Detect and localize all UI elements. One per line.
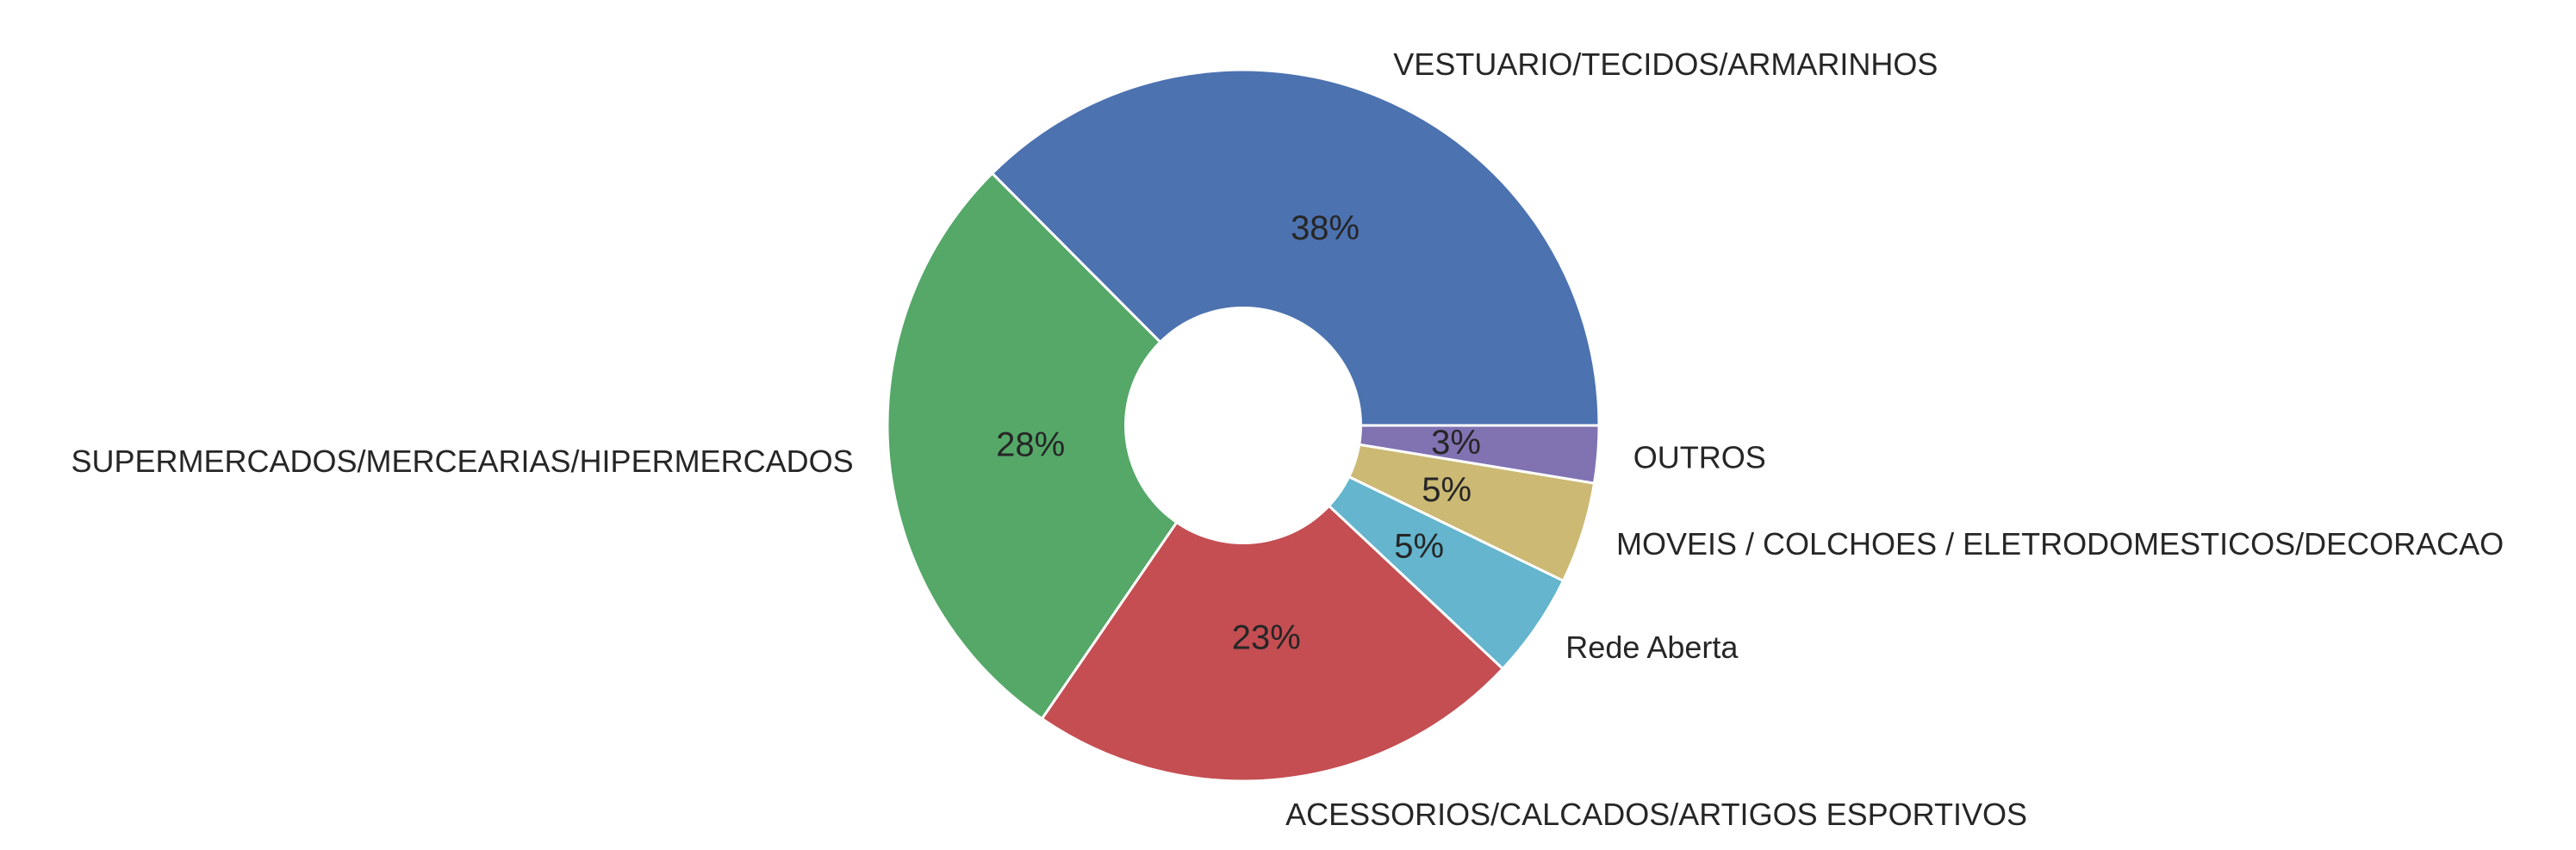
percent-label-outros: 3% [1431,424,1481,462]
percent-label-vestuario-tecidos-armarinhos: 38% [1291,209,1360,247]
category-labels: VESTUARIO/TECIDOS/ARMARINHOS SUPERMERCADO… [71,47,2504,832]
percent-label-rede-aberta: 5% [1394,527,1444,565]
category-label-outros: OUTROS [1633,440,1766,475]
pie-slices [886,68,1601,783]
category-label-moveis-colchoes-eletrodomesticos-decoracao: MOVEIS / COLCHOES / ELETRODOMESTICOS/DEC… [1616,526,2504,561]
category-label-supermercados-mercearias-hipermercados: SUPERMERCADOS/MERCEARIAS/HIPERMERCADOS [71,444,853,479]
slice-acessorios-calcados-artigos-esportivos [1040,423,1505,783]
category-label-acessorios-calcados-artigos-esportivos: ACESSORIOS/CALCADOS/ARTIGOS ESPORTIVOS [1285,797,2027,832]
slice-vestuario-tecidos-armarinhos [990,68,1601,427]
slice-supermercados-mercearias-hipermercados [886,171,1245,721]
category-label-rede-aberta: Rede Aberta [1565,630,1739,665]
percent-label-acessorios-calcados-artigos-esportivos: 23% [1232,618,1301,656]
percent-label-moveis-colchoes-eletrodomesticos-decoracao: 5% [1422,471,1472,509]
donut-hole [1124,307,1362,544]
percent-labels: 38% 28% 23% 5% 5% 3% [996,209,1481,656]
percent-label-supermercados-mercearias-hipermercados: 28% [996,426,1065,464]
category-label-vestuario-tecidos-armarinhos: VESTUARIO/TECIDOS/ARMARINHOS [1393,47,1938,82]
